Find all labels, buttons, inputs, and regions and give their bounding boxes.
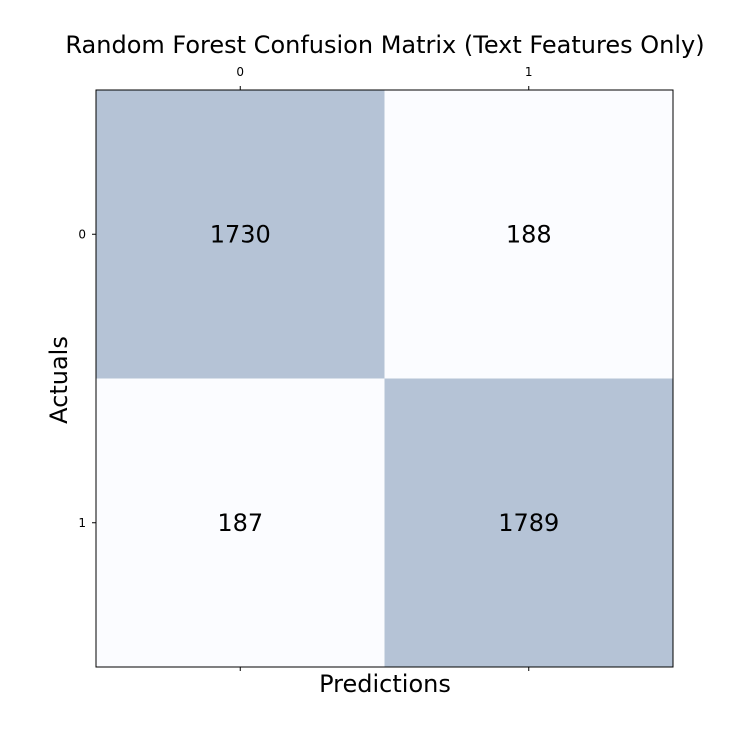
heatmap-cell-0-0 — [96, 90, 385, 379]
chart-title: Random Forest Confusion Matrix (Text Fea… — [65, 31, 704, 59]
heatmap-cell-1-0 — [96, 378, 385, 667]
cell-value-label-1-0: 187 — [217, 509, 263, 537]
y-tick-label-0: 0 — [78, 227, 86, 241]
y-tick-label-1: 1 — [78, 516, 86, 530]
heatmap-cell-1-1 — [384, 378, 673, 667]
heatmap-cell-0-1 — [384, 90, 673, 379]
cell-value-label-0-1: 188 — [506, 220, 552, 248]
cell-value-label-0-0: 1730 — [210, 220, 271, 248]
cell-value-label-1-1: 1789 — [498, 509, 559, 537]
axis-ticks: 0 1 0 1 — [78, 65, 533, 671]
heatmap-cells — [96, 90, 673, 667]
x-tick-label-0: 0 — [236, 65, 244, 79]
heatmap-cell-labels: 1730 188 187 1789 — [210, 220, 560, 537]
y-axis-label: Actuals — [45, 336, 73, 424]
plot-frame — [95, 89, 674, 668]
x-tick-label-1: 1 — [525, 65, 533, 79]
x-axis-label: Predictions — [319, 670, 451, 698]
